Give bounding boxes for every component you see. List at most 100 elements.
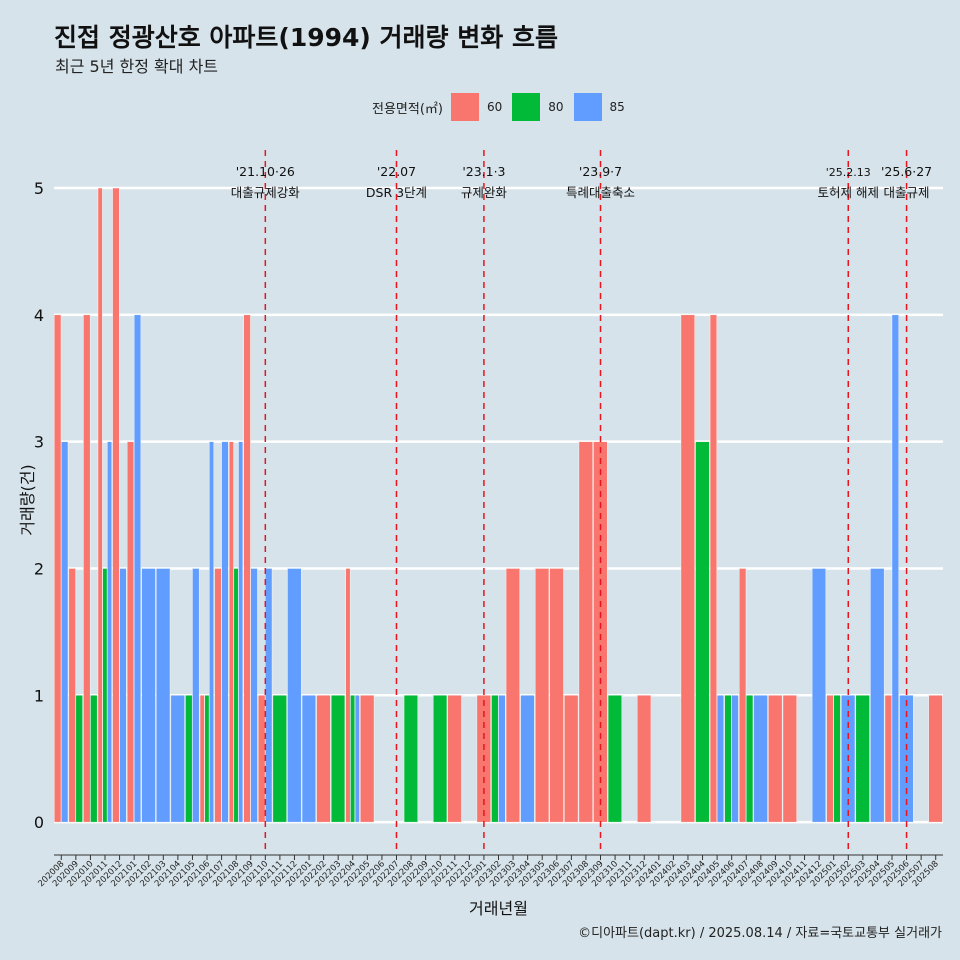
bar-202208-80 <box>403 695 418 823</box>
bar-202201-85 <box>301 695 316 823</box>
bar-202103-85 <box>156 568 171 823</box>
bar-202010-60 <box>83 314 91 823</box>
bar-202501-60 <box>826 695 834 823</box>
bar-202203-80 <box>330 695 346 823</box>
bar-202107-85 <box>221 441 229 823</box>
bar-202407-80 <box>746 695 754 823</box>
caption: ©디아파트(dapt.kr) / 2025.08.14 / 자료=국토교통부 실… <box>578 926 942 941</box>
annotation-label-202309: 특례대출축소 <box>566 185 635 200</box>
bar-202009-60 <box>68 568 76 823</box>
bar-202406-85 <box>731 695 739 823</box>
bar-202011-80 <box>102 568 108 823</box>
bar-202408-85 <box>753 695 768 823</box>
bar-202010-80 <box>90 695 98 823</box>
bar-202109-60 <box>243 314 251 823</box>
annotation-label-202502: 토허제 해제 <box>818 185 879 200</box>
bar-202204-80 <box>350 695 355 823</box>
legend-item-85: 85 <box>573 93 625 121</box>
bar-202505-85 <box>891 314 899 823</box>
bar-202106-80 <box>204 695 210 823</box>
bar-202111-80 <box>272 695 287 823</box>
bar-202406-80 <box>724 695 732 823</box>
bar-202305-60 <box>535 568 550 823</box>
legend-label-60: 60 <box>486 100 503 114</box>
bar-202108-80 <box>233 568 239 823</box>
bar-202508-60 <box>928 695 943 823</box>
bar-202412-85 <box>811 568 827 823</box>
bar-202104-85 <box>170 695 185 823</box>
annotation-label-202207: DSR 3단계 <box>366 185 427 200</box>
bar-202405-60 <box>709 314 718 823</box>
bar-202303-60 <box>505 568 520 823</box>
annotation-label-202110: 대출규제강화 <box>231 185 301 200</box>
x-axis-title: 거래년월 <box>469 899 528 918</box>
annotation-date-202207: '22.07 <box>377 164 416 179</box>
bar-202302-85 <box>498 695 506 823</box>
bar-202404-80 <box>695 441 710 823</box>
bar-202304-85 <box>520 695 535 823</box>
bar-202008-85 <box>61 441 69 823</box>
bar-202110-85 <box>265 568 273 823</box>
bar-202501-80 <box>833 695 841 823</box>
bar-202105-85 <box>192 568 200 823</box>
bar-202108-60 <box>228 441 234 823</box>
bar-202409-60 <box>768 695 783 823</box>
bar-202102-85 <box>141 568 156 823</box>
bar-202205-60 <box>360 695 375 823</box>
bar-202306-60 <box>549 568 564 823</box>
bar-202505-60 <box>884 695 892 823</box>
annotation-date-202502: '25.2.13 <box>826 166 871 179</box>
bar-202011-60 <box>97 187 103 823</box>
bar-202105-80 <box>185 695 193 823</box>
legend-swatch-60 <box>450 93 479 121</box>
y-axis-title: 거래량(건) <box>18 464 37 535</box>
bar-202106-85 <box>209 441 214 823</box>
bar-202101-85 <box>133 314 142 823</box>
bar-202109-85 <box>250 568 258 823</box>
legend-item-60: 60 <box>450 93 503 121</box>
bar-202110-60 <box>258 695 266 823</box>
bar-202012-60 <box>112 187 120 823</box>
bar-202302-80 <box>491 695 499 823</box>
bar-202210-80 <box>433 695 448 823</box>
legend-label-85: 85 <box>609 100 625 114</box>
bar-202307-60 <box>564 695 579 823</box>
annotation-label-202301: 규제완화 <box>461 185 508 200</box>
bar-202112-85 <box>287 568 302 823</box>
legend-swatch-80 <box>512 93 541 121</box>
annotation-date-202301: '23.1·3 <box>462 164 505 179</box>
bar-202503-80 <box>855 695 870 823</box>
y-tick-label: 0 <box>34 813 44 832</box>
bar-202204-85 <box>354 695 360 823</box>
legend-title: 전용면적(㎡) <box>372 101 443 117</box>
bar-202405-85 <box>716 695 725 823</box>
bar-202504-85 <box>870 568 885 823</box>
legend-item-80: 80 <box>512 93 564 121</box>
legend-swatch-85 <box>573 93 602 121</box>
annotation-date-202309: '23.9·7 <box>579 164 622 179</box>
bar-202308-60 <box>578 441 593 823</box>
annotation-label-202506: 대출규제 <box>884 185 930 200</box>
bar-202202-60 <box>316 695 331 823</box>
bar-202008-60 <box>54 314 62 823</box>
bar-202407-60 <box>739 568 747 823</box>
chart-subtitle: 최근 5년 한정 확대 차트 <box>55 57 219 76</box>
bar-202012-85 <box>119 568 127 823</box>
legend-label-80: 80 <box>548 100 564 114</box>
y-tick-label: 3 <box>34 433 44 452</box>
y-tick-label: 5 <box>34 179 44 198</box>
bar-202107-60 <box>214 568 222 823</box>
legend: 전용면적(㎡) 60 80 85 <box>372 93 635 121</box>
bar-202204-60 <box>345 568 351 823</box>
bar-202011-85 <box>107 441 112 823</box>
bar-202211-60 <box>447 695 462 823</box>
bar-202101-60 <box>126 441 135 823</box>
bar-202410-60 <box>782 695 797 823</box>
annotation-date-202110: '21.10·26 <box>236 164 295 179</box>
chart-title: 진접 정광산호 아파트(1994) 거래량 변화 흐름 <box>54 23 558 52</box>
bar-202106-60 <box>199 695 205 823</box>
bar-202309-60 <box>593 441 608 823</box>
bar-202310-80 <box>607 695 622 823</box>
